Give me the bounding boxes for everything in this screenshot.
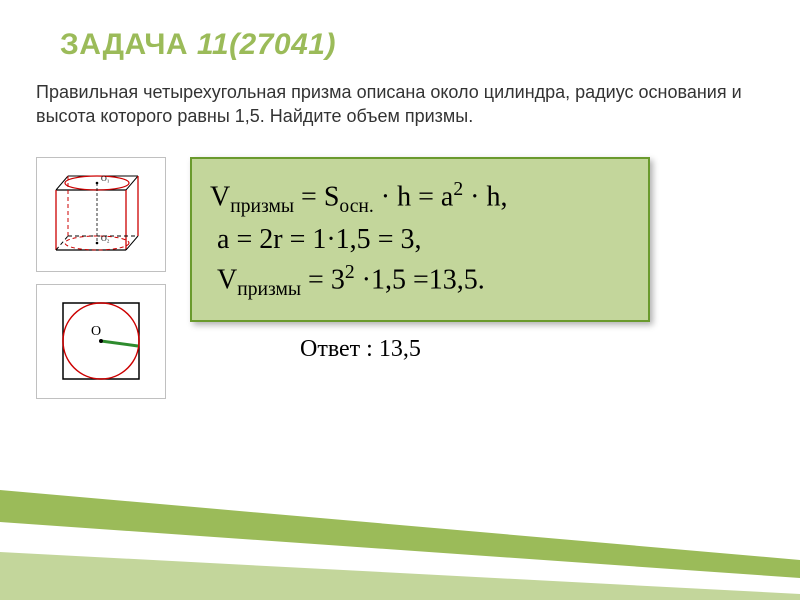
formula-line-2: a = 2r = 1·1,5 = 3, [210, 224, 630, 256]
circle-square-figure: O [36, 284, 166, 399]
formula-line-3: Vпризмы = 32 ·1,5 =13,5. [210, 262, 630, 301]
prism-figure: O₁ O₂ [36, 157, 166, 272]
answer-value: 13,5 [379, 336, 421, 362]
svg-text:O₁: O₁ [101, 174, 110, 183]
figures-column: O₁ O₂ O [36, 157, 166, 399]
formula-area: Vпризмы = Sосн. · h = a2 · h, a = 2r = 1… [190, 157, 690, 364]
title-word: ЗАДАЧА [60, 28, 188, 61]
corner-accent [0, 460, 800, 600]
svg-text:O: O [91, 324, 101, 339]
answer-label: Ответ [300, 336, 360, 362]
problem-text: Правильная четырехугольная призма описан… [0, 62, 800, 129]
svg-text:O₂: O₂ [101, 234, 110, 243]
prism-svg: O₁ O₂ [46, 164, 156, 264]
title-number: 11(27041) [197, 28, 336, 61]
formula-line-1: Vпризмы = Sосн. · h = a2 · h, [210, 179, 630, 218]
content-row: O₁ O₂ O Vпризмы = Sосн. · h = a2 · h, [0, 129, 800, 399]
answer-line: Ответ : 13,5 [190, 322, 690, 363]
slide-title: ЗАДАЧА 11(27041) [0, 0, 800, 62]
circle-square-svg: O [51, 291, 151, 391]
formula-box: Vпризмы = Sосн. · h = a2 · h, a = 2r = 1… [190, 157, 650, 323]
